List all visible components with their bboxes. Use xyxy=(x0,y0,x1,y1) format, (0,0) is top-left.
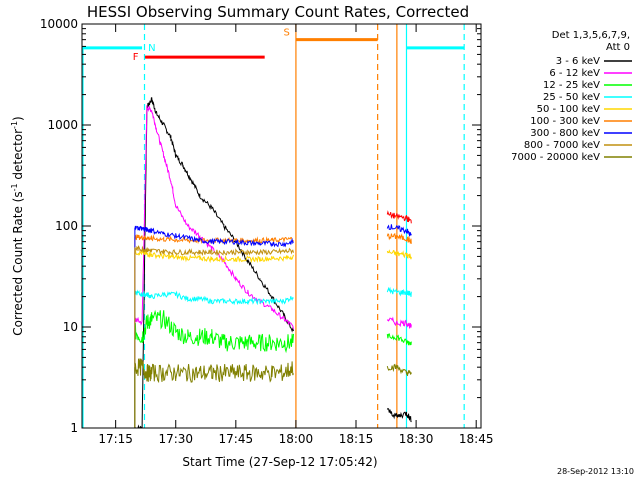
series-line-8 xyxy=(134,358,294,384)
legend-label-7: 800 - 7000 keV xyxy=(524,140,600,151)
y-axis-label-sup1: -1 xyxy=(10,183,19,191)
legend-label-1: 6 - 12 keV xyxy=(549,68,600,79)
y-axis: 1 10 100 1000 10000 xyxy=(40,17,481,435)
series-line-4 xyxy=(134,249,294,264)
legend-label-4: 50 - 100 keV xyxy=(537,104,601,115)
legend-label-2: 12 - 25 keV xyxy=(543,80,600,91)
x-axis: 17:15 17:30 17:45 18:00 18:15 18:30 18:45 xyxy=(98,24,493,446)
second-interval-line-3 xyxy=(386,249,412,260)
legend-label-0: 3 - 6 keV xyxy=(556,56,600,67)
x-tick-label-2: 17:45 xyxy=(219,432,254,446)
second-interval-line-1 xyxy=(386,224,412,237)
x-axis-label: Start Time (27-Sep-12 17:05:42) xyxy=(182,455,377,469)
y-axis-label-sup2: -1 xyxy=(10,121,19,129)
second-interval-line-6 xyxy=(386,333,412,346)
x-tick-label-4: 18:15 xyxy=(339,432,374,446)
y-axis-label-end: ) xyxy=(11,116,25,121)
x-tick-label-6: 18:45 xyxy=(459,432,494,446)
series-line-2 xyxy=(134,309,294,354)
x-tick-label-5: 18:30 xyxy=(399,432,434,446)
chart-title: HESSI Observing Summary Count Rates, Cor… xyxy=(87,3,469,21)
legend-label-6: 300 - 800 keV xyxy=(530,128,600,139)
series-line-3 xyxy=(134,289,294,306)
flag-label-2: S xyxy=(284,28,290,39)
second-interval-line-4 xyxy=(386,286,412,297)
x-tick-label-1: 17:30 xyxy=(158,432,193,446)
second-interval-line-5 xyxy=(386,316,412,329)
y-tick-label-1: 10 xyxy=(63,320,78,334)
x-tick-label-3: 18:00 xyxy=(279,432,314,446)
legend-label-3: 25 - 50 keV xyxy=(543,92,600,103)
series-line-7 xyxy=(134,245,294,257)
x-tick-label-0: 17:15 xyxy=(98,432,133,446)
y-axis-label: Corrected Count Rate (s-1 detector-1) xyxy=(10,116,25,335)
series-line-6 xyxy=(134,225,294,248)
second-interval-line-0 xyxy=(386,210,412,224)
flag-label-0: N xyxy=(148,43,155,54)
second-interval-line-2 xyxy=(386,232,412,244)
timestamp: 28-Sep-2012 13:10 xyxy=(557,467,634,476)
legend-label-8: 7000 - 20000 keV xyxy=(511,152,600,163)
y-axis-label-mid: detector xyxy=(11,129,25,184)
y-tick-label-2: 100 xyxy=(55,219,78,233)
second-interval-line-7 xyxy=(386,363,412,377)
legend-header-1: Att 0 xyxy=(606,42,630,53)
second-interval-line-8 xyxy=(386,407,412,423)
flag-label-1: F xyxy=(133,52,139,63)
y-tick-label-3: 1000 xyxy=(47,118,78,132)
flag-bars: NF S xyxy=(82,28,465,63)
legend-header-0: Det 1,3,5,6,7,9, xyxy=(552,30,630,41)
y-tick-label-0: 1 xyxy=(70,421,78,435)
y-axis-label-main: Corrected Count Rate (s xyxy=(11,191,25,335)
legend-label-5: 100 - 300 keV xyxy=(530,116,600,127)
y-tick-label-4: 10000 xyxy=(40,17,78,31)
series-layer xyxy=(134,97,412,429)
series-line-0 xyxy=(134,97,294,429)
